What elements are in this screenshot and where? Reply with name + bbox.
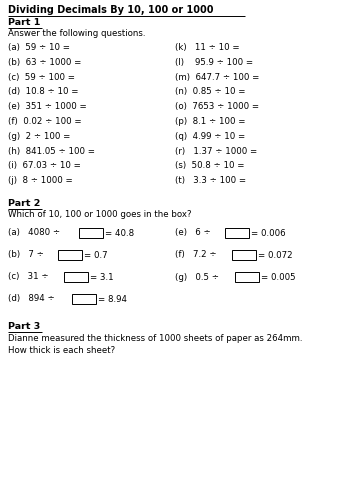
Text: (r)   1.37 ÷ 1000 =: (r) 1.37 ÷ 1000 = — [175, 146, 257, 156]
Text: Answer the following questions.: Answer the following questions. — [8, 29, 145, 38]
Text: (t)   3.3 ÷ 100 =: (t) 3.3 ÷ 100 = — [175, 176, 246, 185]
Text: (d)  10.8 ÷ 10 =: (d) 10.8 ÷ 10 = — [8, 88, 79, 96]
Text: (l)    95.9 ÷ 100 =: (l) 95.9 ÷ 100 = — [175, 58, 253, 67]
Text: (m)  647.7 ÷ 100 =: (m) 647.7 ÷ 100 = — [175, 72, 259, 82]
Text: (j)  8 ÷ 1000 =: (j) 8 ÷ 1000 = — [8, 176, 73, 185]
Text: (k)   11 ÷ 10 =: (k) 11 ÷ 10 = — [175, 43, 240, 52]
Text: (g)   0.5 ÷: (g) 0.5 ÷ — [175, 272, 222, 281]
Text: (c)   31 ÷: (c) 31 ÷ — [8, 272, 51, 281]
Text: (b)  63 ÷ 1000 =: (b) 63 ÷ 1000 = — [8, 58, 81, 67]
Text: = 0.072: = 0.072 — [258, 250, 293, 260]
Text: = 0.005: = 0.005 — [261, 272, 296, 281]
Text: (a)  59 ÷ 10 =: (a) 59 ÷ 10 = — [8, 43, 70, 52]
Text: How thick is each sheet?: How thick is each sheet? — [8, 346, 115, 355]
FancyBboxPatch shape — [79, 228, 103, 238]
Text: (n)  0.85 ÷ 10 =: (n) 0.85 ÷ 10 = — [175, 88, 246, 96]
FancyBboxPatch shape — [235, 272, 259, 282]
Text: (q)  4.99 ÷ 10 =: (q) 4.99 ÷ 10 = — [175, 132, 245, 141]
FancyBboxPatch shape — [232, 250, 256, 260]
Text: = 0.006: = 0.006 — [251, 228, 285, 237]
Text: (s)  50.8 ÷ 10 =: (s) 50.8 ÷ 10 = — [175, 162, 245, 170]
FancyBboxPatch shape — [58, 250, 82, 260]
Text: (i)  67.03 ÷ 10 =: (i) 67.03 ÷ 10 = — [8, 162, 81, 170]
Text: Dividing Decimals By 10, 100 or 1000: Dividing Decimals By 10, 100 or 1000 — [8, 5, 213, 15]
Text: (d)   894 ÷: (d) 894 ÷ — [8, 294, 57, 304]
Text: Part 3: Part 3 — [8, 322, 40, 331]
Text: (a)   4080 ÷: (a) 4080 ÷ — [8, 228, 63, 237]
Text: Part 2: Part 2 — [8, 199, 40, 208]
Text: (e)  351 ÷ 1000 =: (e) 351 ÷ 1000 = — [8, 102, 87, 111]
Text: (c)  59 ÷ 100 =: (c) 59 ÷ 100 = — [8, 72, 75, 82]
Text: (p)  8.1 ÷ 100 =: (p) 8.1 ÷ 100 = — [175, 117, 246, 126]
Text: (g)  2 ÷ 100 =: (g) 2 ÷ 100 = — [8, 132, 70, 141]
FancyBboxPatch shape — [72, 294, 96, 304]
Text: (f)   7.2 ÷: (f) 7.2 ÷ — [175, 250, 219, 260]
Text: = 3.1: = 3.1 — [90, 272, 114, 281]
Text: (o)  7653 ÷ 1000 =: (o) 7653 ÷ 1000 = — [175, 102, 259, 111]
Text: Dianne measured the thickness of 1000 sheets of paper as 264mm.: Dianne measured the thickness of 1000 sh… — [8, 334, 303, 343]
Text: (f)  0.02 ÷ 100 =: (f) 0.02 ÷ 100 = — [8, 117, 82, 126]
FancyBboxPatch shape — [64, 272, 88, 282]
Text: Part 1: Part 1 — [8, 18, 40, 27]
Text: = 40.8: = 40.8 — [105, 228, 134, 237]
FancyBboxPatch shape — [225, 228, 249, 238]
Text: (h)  841.05 ÷ 100 =: (h) 841.05 ÷ 100 = — [8, 146, 95, 156]
Text: Which of 10, 100 or 1000 goes in the box?: Which of 10, 100 or 1000 goes in the box… — [8, 210, 192, 219]
Text: = 8.94: = 8.94 — [98, 294, 127, 304]
Text: (b)   7 ÷: (b) 7 ÷ — [8, 250, 47, 260]
Text: (e)   6 ÷: (e) 6 ÷ — [175, 228, 213, 237]
Text: = 0.7: = 0.7 — [84, 250, 108, 260]
